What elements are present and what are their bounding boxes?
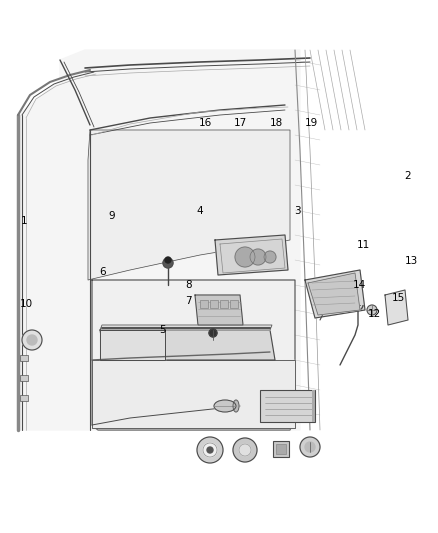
Circle shape <box>300 437 320 457</box>
Text: 12: 12 <box>368 310 381 319</box>
Ellipse shape <box>214 400 236 412</box>
FancyBboxPatch shape <box>230 300 238 308</box>
Text: 2: 2 <box>404 171 411 181</box>
Polygon shape <box>88 130 290 280</box>
Circle shape <box>264 251 276 263</box>
FancyBboxPatch shape <box>20 395 28 401</box>
Polygon shape <box>195 295 243 325</box>
Circle shape <box>235 247 255 267</box>
Circle shape <box>233 438 257 462</box>
FancyBboxPatch shape <box>200 300 208 308</box>
Circle shape <box>22 330 42 350</box>
Circle shape <box>197 437 223 463</box>
Text: 18: 18 <box>269 118 283 127</box>
Text: 16: 16 <box>199 118 212 127</box>
FancyBboxPatch shape <box>20 355 28 361</box>
Polygon shape <box>308 273 360 315</box>
FancyBboxPatch shape <box>276 444 286 454</box>
Circle shape <box>305 442 315 452</box>
FancyBboxPatch shape <box>312 390 315 422</box>
Text: 11: 11 <box>357 240 370 250</box>
Polygon shape <box>92 360 295 428</box>
Text: 13: 13 <box>405 256 418 266</box>
Text: 14: 14 <box>353 280 366 290</box>
Polygon shape <box>92 280 295 430</box>
Polygon shape <box>305 270 365 318</box>
FancyBboxPatch shape <box>220 300 228 308</box>
FancyBboxPatch shape <box>273 441 289 457</box>
Text: 7: 7 <box>185 296 192 306</box>
Polygon shape <box>385 290 408 325</box>
FancyBboxPatch shape <box>20 375 28 381</box>
Circle shape <box>207 447 213 453</box>
Text: 5: 5 <box>159 326 166 335</box>
Text: 19: 19 <box>304 118 318 127</box>
Polygon shape <box>100 330 275 360</box>
Text: 10: 10 <box>20 299 33 309</box>
FancyBboxPatch shape <box>210 300 218 308</box>
Circle shape <box>239 444 251 456</box>
Text: 6: 6 <box>99 267 106 277</box>
Circle shape <box>367 305 377 315</box>
Text: 1: 1 <box>21 216 28 226</box>
Circle shape <box>250 249 266 265</box>
Polygon shape <box>100 330 165 360</box>
Circle shape <box>203 443 217 457</box>
Text: 3: 3 <box>294 206 301 215</box>
Text: 8: 8 <box>185 280 192 290</box>
Text: 9: 9 <box>108 211 115 221</box>
Text: 4: 4 <box>196 206 203 215</box>
Polygon shape <box>100 325 272 330</box>
Circle shape <box>163 258 173 268</box>
FancyBboxPatch shape <box>260 390 315 422</box>
Circle shape <box>165 257 171 263</box>
Text: 15: 15 <box>392 294 405 303</box>
Circle shape <box>209 329 217 337</box>
Text: 17: 17 <box>234 118 247 127</box>
Polygon shape <box>215 235 288 275</box>
Polygon shape <box>18 50 300 430</box>
Circle shape <box>27 335 37 345</box>
Ellipse shape <box>233 400 239 412</box>
